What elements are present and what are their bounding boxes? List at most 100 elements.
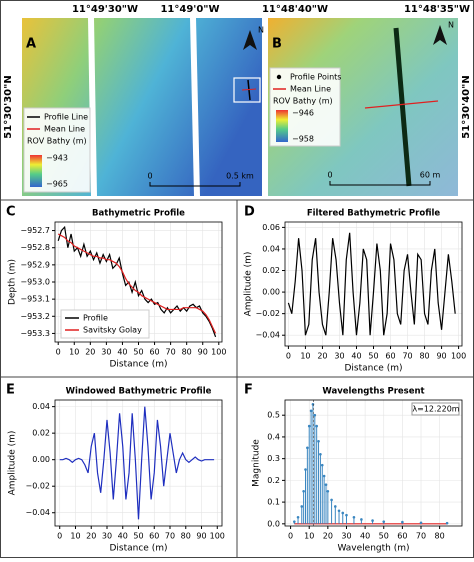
- north-label: N: [448, 21, 454, 30]
- x-tick-label: 100: [211, 348, 226, 357]
- x-tick-label: 50: [133, 532, 143, 541]
- x-tick-label: 90: [196, 532, 206, 541]
- colorbar-title: ROV Bathy (m): [27, 137, 87, 146]
- stem-marker: [330, 498, 333, 502]
- x-axis-label: Distance (m): [109, 544, 167, 554]
- colorbar-tick-label: −958: [292, 135, 314, 144]
- latitude-label: 51°30'40"N: [461, 75, 472, 138]
- stem-marker: [345, 513, 348, 517]
- scale-label: 0.5 km: [226, 172, 254, 181]
- x-tick-label: 0: [286, 352, 291, 361]
- y-tick-label: −953.2: [20, 312, 50, 321]
- stem-marker: [419, 521, 423, 525]
- legend-label: Profile: [83, 314, 108, 323]
- y-tick-label: 0.02: [262, 266, 280, 275]
- scale-label: 60 m: [420, 171, 441, 180]
- y-tick-label: 0.04: [262, 244, 280, 253]
- x-tick-label: 60: [149, 532, 159, 541]
- x-axis-label: Distance (m): [109, 360, 167, 370]
- y-tick-label: −0.04: [25, 508, 50, 517]
- chart-title: Wavelengths Present: [322, 387, 424, 397]
- x-tick-label: 60: [397, 532, 407, 541]
- scale-label: 0: [327, 171, 332, 180]
- x-tick-label: 30: [102, 532, 112, 541]
- stem-marker: [320, 463, 324, 467]
- legend-box: [60, 309, 150, 339]
- scale-bar: [329, 181, 431, 186]
- latitude-label: 51°30'30"N: [3, 75, 14, 138]
- stem-marker: [382, 520, 386, 523]
- stem-marker: [304, 468, 307, 471]
- stem-marker: [313, 413, 317, 417]
- x-tick-label: 70: [402, 352, 412, 361]
- y-tick-label: 0.2: [267, 476, 280, 485]
- stem-marker: [293, 520, 296, 523]
- x-tick-label: 50: [133, 348, 143, 357]
- y-tick-label: −0.04: [255, 331, 280, 340]
- stem-marker: [306, 446, 309, 450]
- x-tick-label: 90: [198, 348, 208, 357]
- y-tick-label: −0.02: [255, 309, 280, 318]
- x-tick-label: 90: [436, 352, 446, 361]
- y-tick-label: 0.3: [267, 454, 280, 463]
- x-tick-label: 40: [117, 348, 127, 357]
- series-line: [57, 225, 217, 338]
- x-tick-label: 20: [323, 532, 333, 541]
- stem-marker: [315, 424, 318, 428]
- annotation-label: λ=12.220m: [412, 405, 459, 414]
- stem-marker: [317, 439, 320, 443]
- plot-frame: [54, 221, 223, 343]
- y-tick-label: 0.02: [32, 429, 50, 438]
- legend-marker: [276, 74, 282, 80]
- x-tick-label: 80: [182, 348, 192, 357]
- panel-label: B: [272, 37, 282, 52]
- stem-marker: [445, 521, 449, 525]
- scale-label: 0: [147, 172, 152, 181]
- x-tick-label: 0: [288, 532, 293, 541]
- stem-marker: [352, 516, 356, 519]
- x-tick-label: 50: [368, 352, 378, 361]
- longitude-label: 11°48'40"W: [262, 4, 328, 15]
- x-tick-label: 70: [166, 348, 176, 357]
- x-tick-label: 60: [149, 348, 159, 357]
- y-tick-label: 0.04: [32, 402, 50, 411]
- y-tick-label: 0.00: [32, 455, 50, 464]
- data-gap: [190, 18, 200, 196]
- mean-line: [364, 100, 439, 109]
- x-axis-label: Wavelength (m): [337, 544, 409, 554]
- annotation-box: [411, 402, 460, 416]
- x-tick-label: 80: [435, 532, 445, 541]
- longitude-label: 11°49'0"W: [160, 4, 219, 15]
- series-line: [57, 233, 217, 334]
- y-axis-label: Magnitude: [252, 439, 262, 487]
- series-line: [59, 406, 215, 520]
- stem-marker: [319, 453, 322, 456]
- stem-marker: [296, 516, 300, 519]
- x-tick-label: 30: [334, 352, 344, 361]
- north-arrow: [433, 25, 447, 45]
- stem-marker: [341, 511, 345, 515]
- inset-box: [233, 77, 261, 103]
- y-axis-label: Amplitude (m): [8, 431, 18, 496]
- stem-marker: [326, 489, 330, 493]
- y-tick-label: −953.1: [20, 295, 50, 304]
- y-tick-label: −952.7: [20, 226, 50, 235]
- stem-marker: [324, 483, 328, 487]
- profile-points: [393, 27, 412, 187]
- x-tick-label: 10: [304, 532, 314, 541]
- x-tick-label: 40: [360, 532, 370, 541]
- x-tick-label: 100: [451, 352, 466, 361]
- stem-marker: [302, 489, 305, 493]
- x-axis-label: Distance (m): [344, 364, 402, 374]
- x-tick-label: 80: [419, 352, 429, 361]
- chart-title: Filtered Bathymetric Profile: [307, 209, 441, 219]
- x-tick-label: 40: [351, 352, 361, 361]
- chart-title: Windowed Bathymetric Profile: [66, 387, 212, 397]
- mean-line: [241, 88, 257, 91]
- x-tick-label: 20: [317, 352, 327, 361]
- y-tick-label: 0.4: [267, 432, 280, 441]
- y-tick-label: 0.0: [267, 519, 280, 528]
- x-tick-label: 70: [416, 532, 426, 541]
- north-arrow: [243, 30, 257, 50]
